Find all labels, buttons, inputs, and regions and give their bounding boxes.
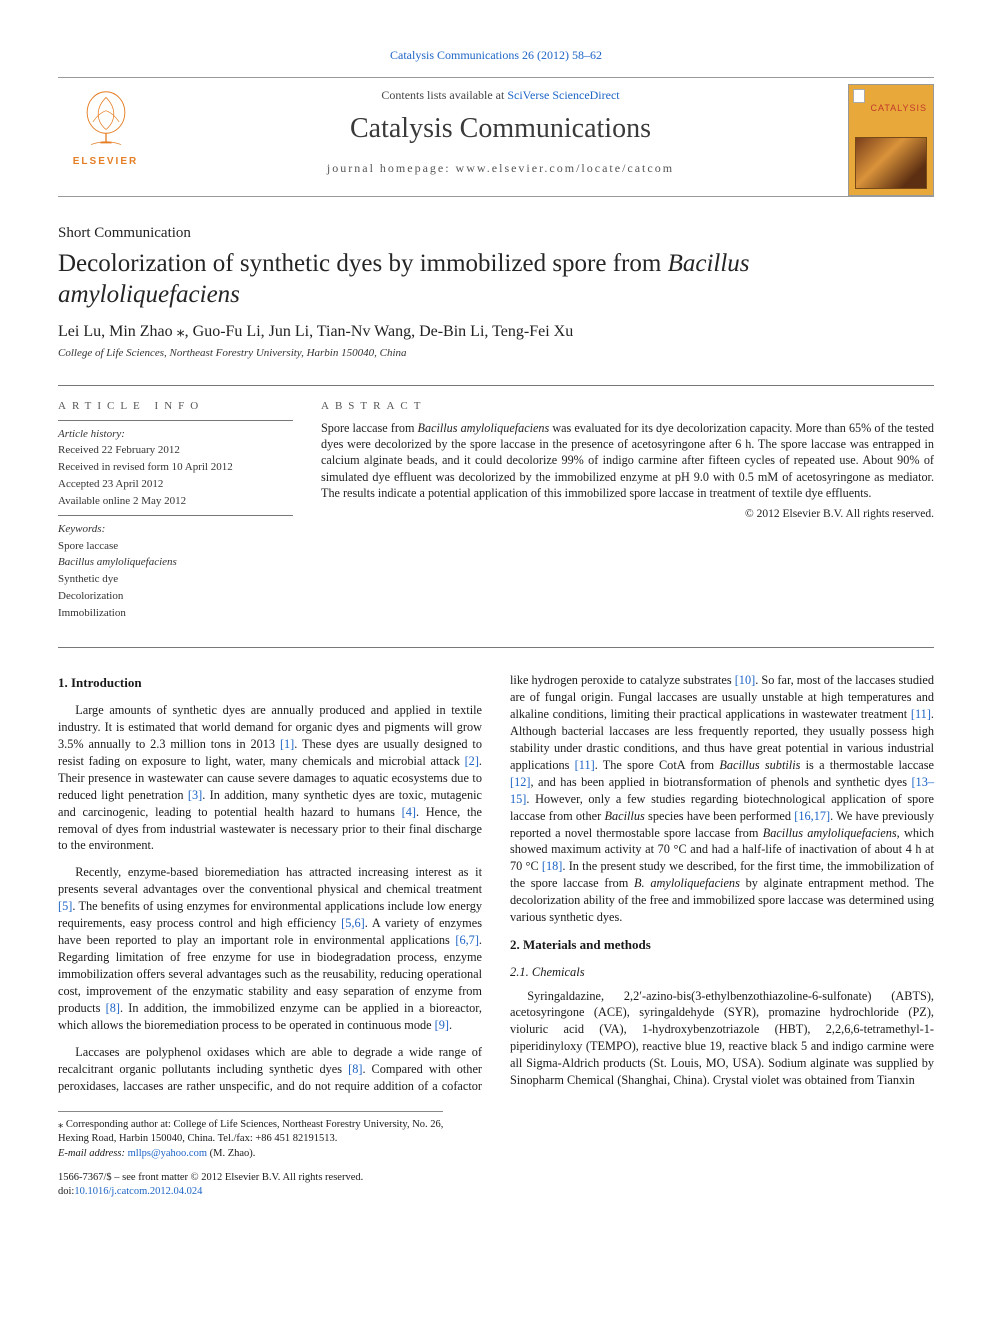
email-label: E-mail address: — [58, 1148, 128, 1159]
ref-5[interactable]: [5] — [58, 899, 72, 913]
abs-pre: Spore laccase from — [321, 421, 418, 435]
online: Available online 2 May 2012 — [58, 494, 293, 509]
body-columns: 1. Introduction Large amounts of synthet… — [58, 672, 934, 1097]
front-matter: 1566-7367/$ – see front matter © 2012 El… — [58, 1171, 934, 1185]
intro-heading: 1. Introduction — [58, 674, 482, 692]
email-who: (M. Zhao). — [207, 1148, 255, 1159]
it-bamylo: Bacillus amyloliquefaciens — [763, 826, 897, 840]
kw4: Decolorization — [58, 589, 293, 604]
ref-16-17[interactable]: [16,17] — [794, 809, 830, 823]
email-link[interactable]: mllps@yahoo.com — [128, 1148, 207, 1159]
info-abstract-row: ARTICLE INFO Article history: Received 2… — [58, 385, 934, 648]
history-label: Article history: — [58, 427, 293, 442]
ref-2[interactable]: [2] — [465, 754, 479, 768]
ref-9[interactable]: [9] — [435, 1018, 449, 1032]
received: Received 22 February 2012 — [58, 443, 293, 458]
authors: Lei Lu, Min Zhao ⁎, Guo-Fu Li, Jun Li, T… — [58, 321, 934, 341]
journal-name: Catalysis Communications — [153, 113, 848, 145]
kw1: Spore laccase — [58, 539, 293, 554]
elsevier-tree-icon — [77, 88, 135, 154]
chem-heading: 2.1. Chemicals — [510, 964, 934, 981]
journal-homepage: journal homepage: www.elsevier.com/locat… — [153, 161, 848, 176]
ref-3[interactable]: [3] — [188, 788, 202, 802]
contents-prefix: Contents lists available at — [381, 88, 507, 102]
article-info-heading: ARTICLE INFO — [58, 400, 293, 412]
ref-1[interactable]: [1] — [280, 737, 294, 751]
issue-citation[interactable]: Catalysis Communications 26 (2012) 58–62 — [58, 48, 934, 63]
ref-6-7[interactable]: [6,7] — [455, 933, 479, 947]
it-bsubtilis: Bacillus subtilis — [719, 758, 800, 772]
ref-4[interactable]: [4] — [402, 805, 416, 819]
journal-title-block: Contents lists available at SciVerse Sci… — [153, 78, 848, 184]
publisher-logo: ELSEVIER — [58, 78, 153, 167]
accepted: Accepted 23 April 2012 — [58, 477, 293, 492]
ref-10[interactable]: [10] — [735, 673, 756, 687]
elsevier-wordmark: ELSEVIER — [73, 156, 138, 167]
revised: Received in revised form 10 April 2012 — [58, 460, 293, 475]
mm-heading: 2. Materials and methods — [510, 936, 934, 954]
journal-cover-thumb: CATALYSIS — [848, 84, 934, 196]
footnotes: ⁎ Corresponding author at: College of Li… — [58, 1111, 443, 1161]
ref-12[interactable]: [12] — [510, 775, 531, 789]
it-bacillus: Bacillus — [604, 809, 644, 823]
abstract-text: Spore laccase from Bacillus amyloliquefa… — [321, 420, 934, 502]
kw3: Synthetic dye — [58, 572, 293, 587]
ref-8b[interactable]: [8] — [348, 1062, 362, 1076]
title-text: Decolorization of synthetic dyes by immo… — [58, 250, 668, 277]
abstract: ABSTRACT Spore laccase from Bacillus amy… — [321, 400, 934, 623]
cover-title: CATALYSIS — [870, 103, 927, 113]
ref-11[interactable]: [11] — [911, 707, 931, 721]
bottom-copyright: 1566-7367/$ – see front matter © 2012 El… — [58, 1171, 934, 1199]
paper-title: Decolorization of synthetic dyes by immo… — [58, 248, 934, 311]
doi-link[interactable]: 10.1016/j.catcom.2012.04.024 — [74, 1186, 202, 1197]
keywords-label: Keywords: — [58, 522, 293, 537]
p2: Recently, enzyme-based bioremediation ha… — [58, 864, 482, 1034]
abstract-heading: ABSTRACT — [321, 400, 934, 412]
doi-prefix: doi: — [58, 1186, 74, 1197]
kw2: Bacillus amyloliquefaciens — [58, 555, 293, 570]
ref-8[interactable]: [8] — [106, 1001, 120, 1015]
corr-author: ⁎ Corresponding author at: College of Li… — [58, 1118, 443, 1146]
contents-line: Contents lists available at SciVerse Sci… — [153, 88, 848, 103]
sciencedirect-link[interactable]: SciVerse ScienceDirect — [507, 88, 619, 102]
article-type: Short Communication — [58, 225, 934, 242]
affiliation: College of Life Sciences, Northeast Fore… — [58, 347, 934, 359]
ref-5-6[interactable]: [5,6] — [341, 916, 365, 930]
journal-header: ELSEVIER Contents lists available at Sci… — [58, 77, 934, 197]
abs-species: Bacillus amyloliquefaciens — [418, 421, 550, 435]
article-info: ARTICLE INFO Article history: Received 2… — [58, 400, 293, 623]
ref-11b[interactable]: [11] — [575, 758, 595, 772]
kw5: Immobilization — [58, 606, 293, 621]
ref-18[interactable]: [18] — [542, 859, 563, 873]
p1: Large amounts of synthetic dyes are annu… — [58, 702, 482, 855]
it-bamylo2: B. amyloliquefaciens — [634, 876, 740, 890]
abstract-copyright: © 2012 Elsevier B.V. All rights reserved… — [321, 508, 934, 520]
p4: Syringaldazine, 2,2′-azino-bis(3-ethylbe… — [510, 988, 934, 1090]
